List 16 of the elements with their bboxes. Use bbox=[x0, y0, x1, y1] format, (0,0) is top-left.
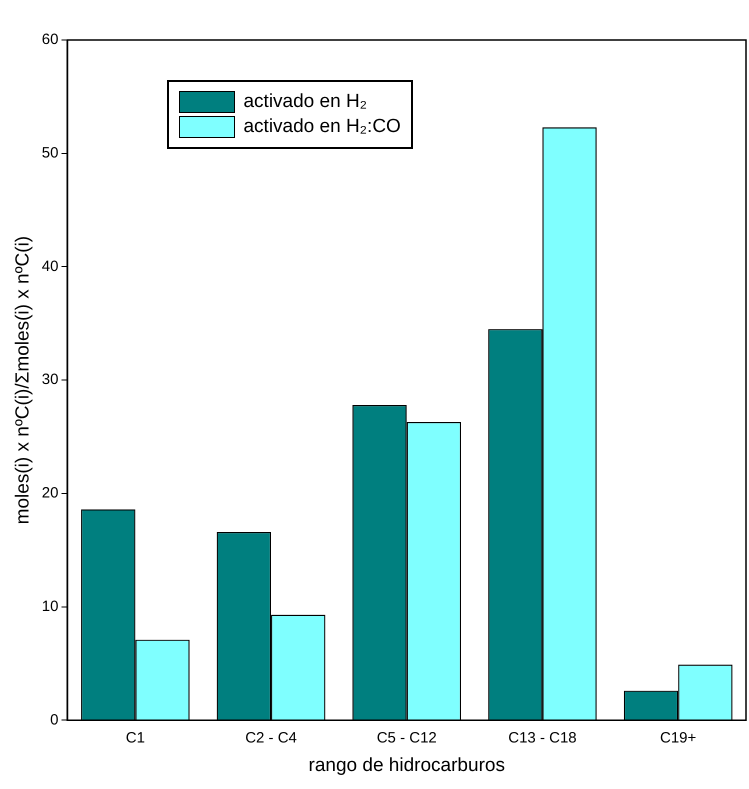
x-tick-label: C1 bbox=[126, 729, 145, 746]
x-axis-title: rango de hidrocarburos bbox=[308, 754, 505, 776]
y-tick-label: 50 bbox=[42, 144, 58, 162]
y-tick-label: 0 bbox=[50, 711, 58, 728]
y-tick-label: 20 bbox=[42, 484, 58, 502]
y-tick-label: 40 bbox=[42, 258, 58, 275]
y-tick-label: 30 bbox=[42, 371, 58, 388]
y-axis-title: moles(i) x nºC(i)/Σmoles(i) x nºC(i) bbox=[12, 236, 34, 524]
x-tick-label: C5 - C12 bbox=[376, 729, 437, 746]
x-tick-label: C19+ bbox=[660, 729, 697, 746]
legend-label: activado en H₂:CO bbox=[243, 116, 401, 138]
y-tick-label: 10 bbox=[42, 598, 58, 615]
y-tick-label: 60 bbox=[42, 31, 58, 48]
legend-label: activado en H₂ bbox=[243, 91, 368, 113]
x-tick-label: C13 - C18 bbox=[508, 729, 577, 746]
x-tick-label: C2 - C4 bbox=[245, 729, 297, 746]
